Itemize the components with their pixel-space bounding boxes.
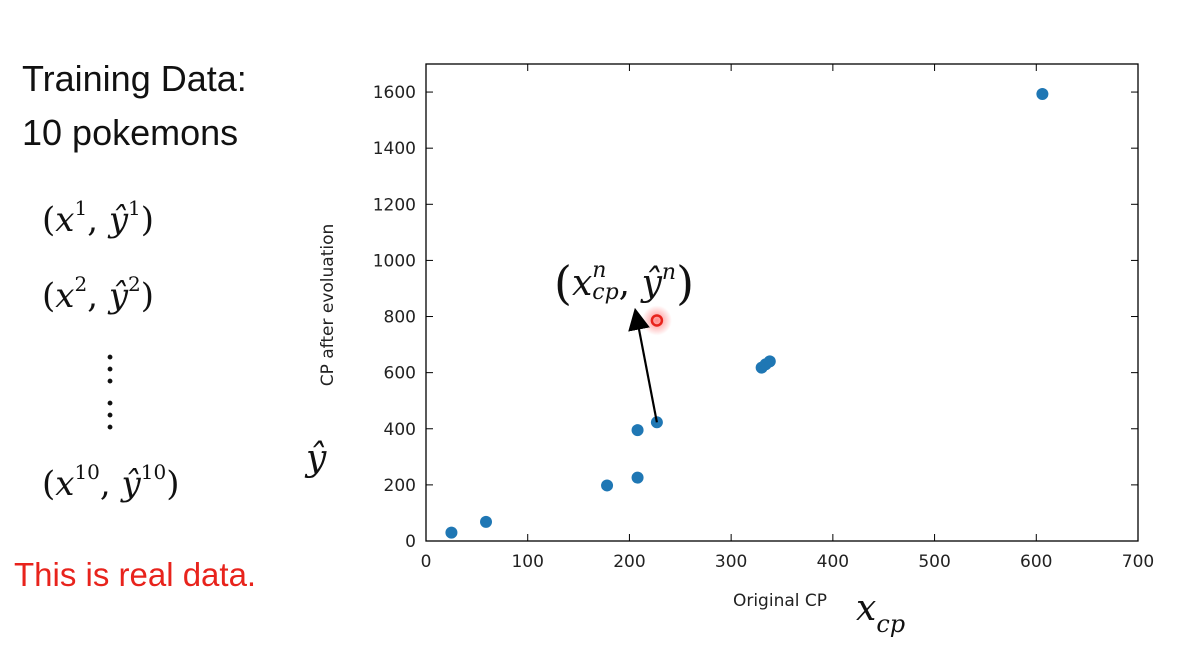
pair-y-sup: 1 (128, 196, 141, 220)
callout-x-sub: cp (592, 280, 619, 305)
x-tick-label: 300 (715, 552, 747, 572)
training-data-heading: Training Data: 10 pokemons (22, 52, 282, 160)
y-tick-label: 200 (384, 476, 416, 496)
x-cp-sub: cp (876, 610, 906, 638)
x-tick-label: 700 (1122, 552, 1154, 572)
vertical-ellipsis-1: · · · (105, 343, 115, 397)
x-axis-label: Original CP (733, 591, 827, 611)
pair-x-sup: 2 (74, 272, 88, 296)
y-tick-label: 1200 (373, 195, 416, 215)
pair-x: x (55, 200, 75, 240)
y-tick-label: 1400 (373, 139, 416, 159)
real-data-note: This is real data. (14, 556, 257, 593)
data-point (631, 471, 644, 484)
data-point (763, 355, 776, 368)
pair-y-sup: 10 (140, 460, 167, 484)
training-data-title: Training Data: (22, 58, 247, 99)
x-tick-label: 400 (817, 552, 849, 572)
point-callout: (xn cp, ŷn) (554, 256, 695, 310)
pair-y: ŷ (108, 200, 129, 240)
y-hat-label: ŷ (306, 438, 327, 479)
data-point (445, 526, 458, 539)
pair-2: (x2, ŷ2) (42, 272, 155, 316)
data-point (631, 424, 644, 437)
x-cp-label: xcp (856, 588, 905, 638)
x-tick-label: 0 (421, 552, 432, 572)
callout-y: ŷ (641, 263, 662, 304)
x-tick-label: 600 (1020, 552, 1052, 572)
pair-x-sup: 1 (74, 196, 88, 220)
pair-x: x (55, 464, 75, 504)
x-tick-label: 500 (918, 552, 950, 572)
pair-x: x (55, 276, 75, 316)
pair-y: ŷ (108, 276, 129, 316)
plot-frame (425, 63, 1139, 542)
data-point (480, 515, 493, 528)
pair-1: (x1, ŷ1) (42, 196, 155, 240)
y-tick-label: 1000 (373, 251, 416, 271)
x-tick-label: 100 (511, 552, 543, 572)
callout-y-sup: n (661, 260, 677, 285)
callout-arrow (628, 307, 658, 423)
vertical-ellipsis-2: · · · (105, 389, 115, 443)
highlighted-point (650, 314, 664, 327)
y-tick-label: 600 (384, 364, 416, 384)
pair-y-sup: 2 (128, 272, 141, 296)
y-tick-label: 400 (384, 420, 416, 440)
data-point (601, 479, 614, 492)
y-tick-label: 0 (405, 532, 416, 552)
training-data-count: 10 pokemons (22, 112, 239, 153)
x-cp-base: x (856, 588, 877, 629)
pair-10: (x10, ŷ10) (42, 460, 180, 504)
data-point (1036, 88, 1049, 101)
x-tick-label: 200 (613, 552, 645, 572)
pair-x-sup: 10 (74, 460, 100, 484)
y-tick-label: 1600 (373, 83, 416, 103)
callout-x: x (571, 263, 593, 304)
y-tick-label: 800 (384, 308, 416, 328)
y-axis-label: CP after evoluation (318, 224, 338, 387)
callout-x-sup: n (592, 258, 607, 283)
pair-y: ŷ (121, 464, 141, 504)
